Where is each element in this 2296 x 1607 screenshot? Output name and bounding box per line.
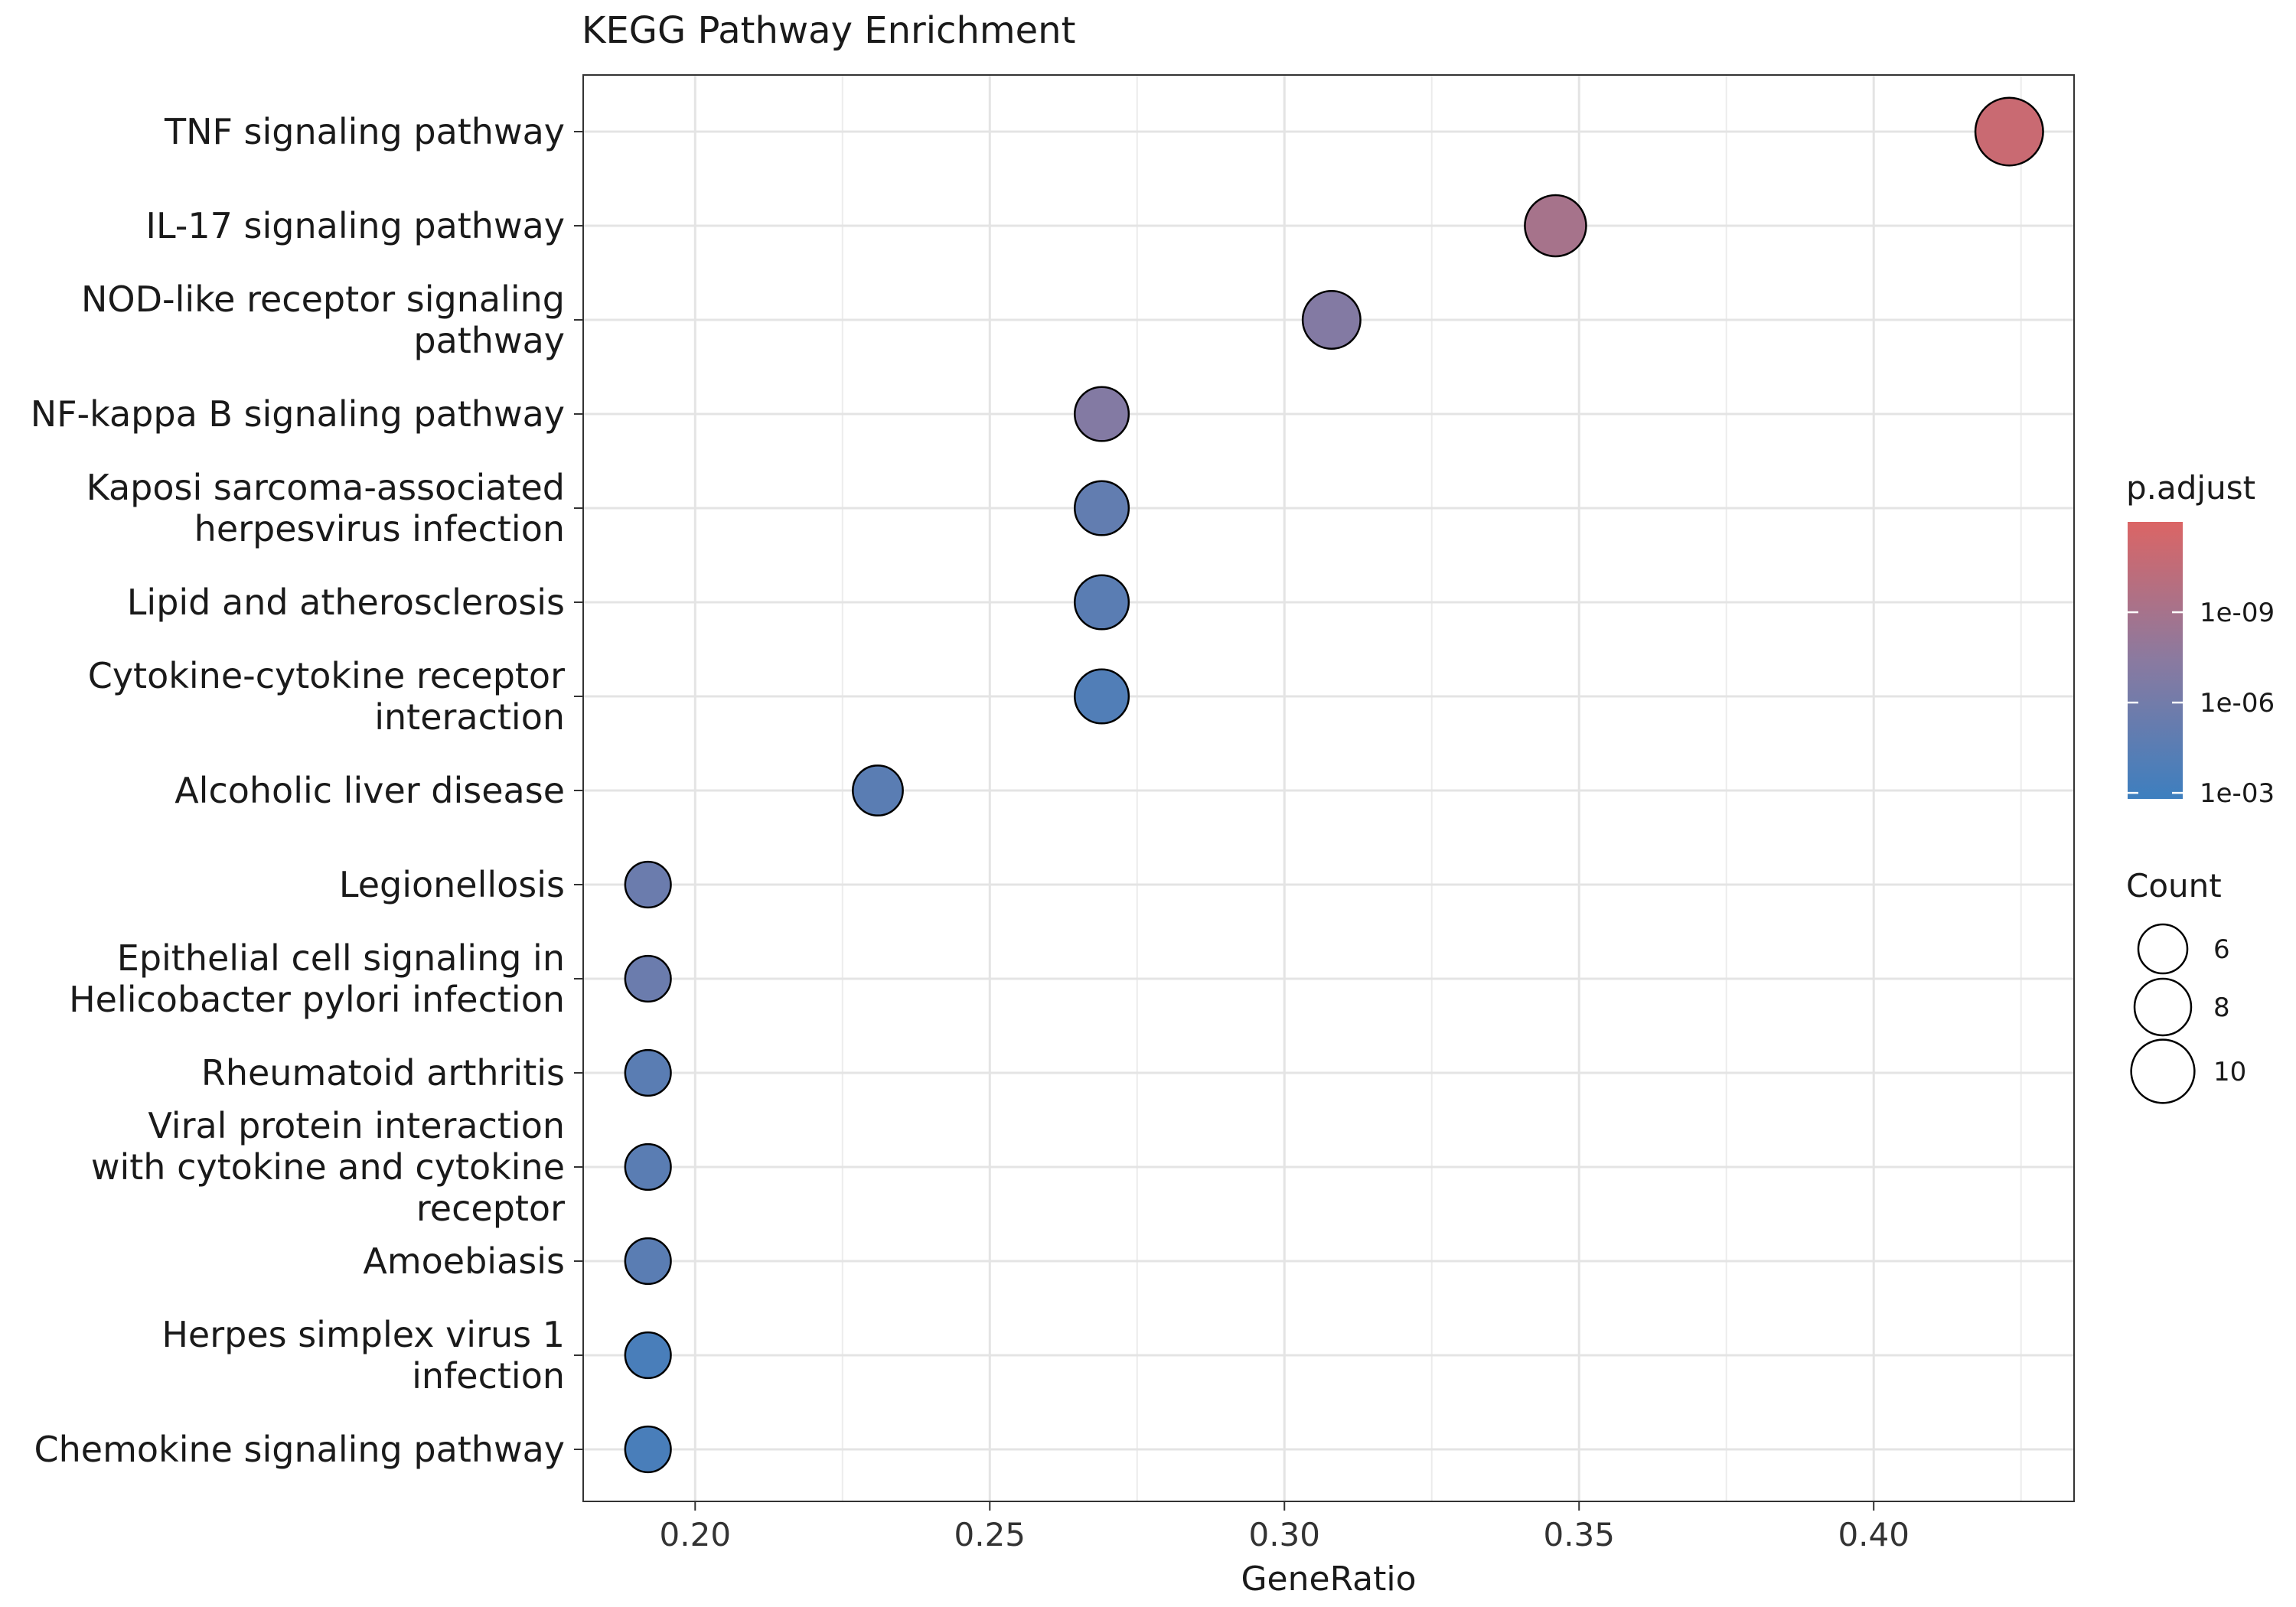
x-tick-label: 0.25: [954, 1516, 1026, 1553]
data-point: [624, 954, 672, 1003]
data-points: [624, 96, 2044, 1474]
chart-title: KEGG Pathway Enrichment: [582, 9, 1075, 52]
x-tick-label: 0.20: [660, 1516, 732, 1553]
count-legend: Count 6 8 10: [2126, 867, 2246, 1104]
data-point: [1301, 290, 1362, 350]
data-point: [624, 1425, 672, 1474]
x-tick-label: 0.30: [1248, 1516, 1320, 1553]
data-point: [852, 764, 904, 817]
data-point: [1524, 194, 1587, 258]
count-legend-circle: [2130, 1038, 2196, 1104]
data-point: [1974, 96, 2044, 167]
y-tick-label: IL-17 signaling pathway: [145, 205, 565, 246]
y-tick-label: NOD-like receptor signaling pathway: [81, 279, 565, 361]
p-adjust-legend-title: p.adjust: [2126, 469, 2255, 507]
data-point: [624, 1331, 672, 1380]
p-adjust-legend: p.adjust 1e-09 1e-06 1e-03: [2126, 469, 2275, 809]
count-legend-title: Count: [2126, 867, 2222, 905]
y-tick-label: Cytokine-cytokine receptor interaction: [88, 655, 565, 738]
plot-panel-border: [582, 74, 2075, 1502]
y-tick-label: Epithelial cell signaling in Helicobacter…: [69, 937, 565, 1020]
y-tick-label: Amoebiasis: [363, 1240, 565, 1282]
p-adjust-colorbar: [2128, 522, 2183, 799]
data-point: [624, 1143, 672, 1191]
count-legend-label: 6: [2213, 934, 2230, 965]
colorbar-tick-label: 1e-09: [2200, 598, 2275, 628]
x-tick-label: 0.35: [1543, 1516, 1615, 1553]
data-point: [624, 1237, 672, 1286]
colorbar-tick-label: 1e-03: [2200, 778, 2275, 809]
y-tick-label: Viral protein interaction with cytokine a…: [91, 1105, 565, 1229]
p-adjust-colorbar-ticks: 1e-09 1e-06 1e-03: [2128, 598, 2275, 809]
data-point: [1074, 574, 1130, 631]
x-axis: 0.20 0.25 0.30 0.35 0.40: [660, 1501, 1910, 1553]
data-point: [1074, 480, 1130, 536]
count-legend-label: 10: [2213, 1057, 2246, 1087]
y-tick-label: Rheumatoid arthritis: [201, 1052, 565, 1094]
grid-lines: [583, 75, 2074, 1501]
count-legend-circle: [2133, 977, 2193, 1037]
x-tick-label: 0.40: [1838, 1516, 1910, 1553]
data-point: [1074, 668, 1130, 725]
data-point: [1074, 386, 1130, 442]
y-tick-label: Herpes simplex virus 1 infection: [161, 1314, 565, 1397]
y-tick-label: Alcoholic liver disease: [174, 770, 565, 811]
data-point: [624, 1048, 672, 1097]
plot-panel: [583, 75, 2074, 1501]
count-legend-circle: [2137, 923, 2189, 975]
x-axis-title: GeneRatio: [1241, 1560, 1416, 1599]
data-point: [624, 860, 672, 909]
y-tick-label: Kaposi sarcoma-associated herpesvirus inf…: [86, 467, 565, 549]
count-legend-keys: 6 8 10: [2130, 923, 2246, 1104]
y-tick-label: Chemokine signaling pathway: [34, 1429, 565, 1470]
count-legend-label: 8: [2213, 993, 2230, 1023]
y-tick-label: NF-kappa B signaling pathway: [31, 393, 565, 435]
y-tick-label: Legionellosis: [339, 864, 565, 905]
colorbar-tick-label: 1e-06: [2200, 688, 2275, 719]
y-tick-label: Lipid and atherosclerosis: [127, 582, 565, 623]
y-axis: TNF signaling pathway IL-17 signaling pat…: [31, 111, 583, 1470]
y-tick-label: TNF signaling pathway: [164, 111, 565, 152]
